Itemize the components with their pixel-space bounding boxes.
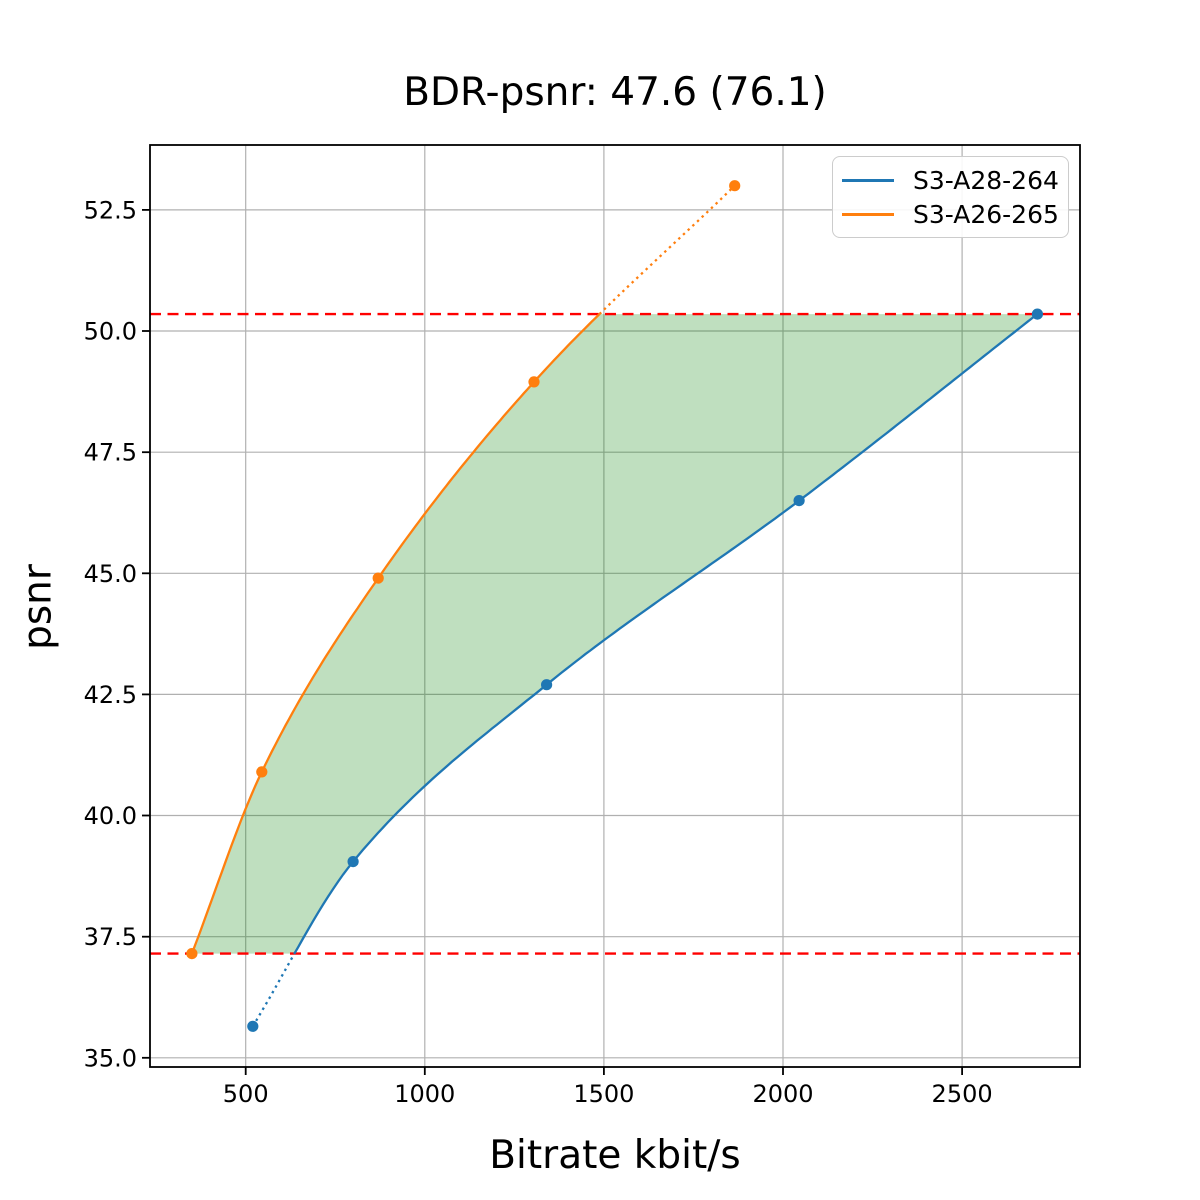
legend-item-s3-a26-265: S3-A26-265 [833, 197, 1068, 231]
chart-title: BDR-psnr: 47.6 (76.1) [403, 70, 827, 115]
svg-text:40.0: 40.0 [84, 802, 137, 830]
legend: S3-A28-264 S3-A26-265 [832, 156, 1069, 238]
svg-text:50.0: 50.0 [84, 318, 137, 346]
svg-text:500: 500 [223, 1080, 269, 1108]
svg-text:37.5: 37.5 [84, 923, 137, 951]
x-axis-label: Bitrate kbit/s [489, 1133, 741, 1178]
legend-line-sample-orange [842, 212, 894, 216]
y-axis-label: psnr [15, 564, 61, 650]
svg-text:45.0: 45.0 [84, 560, 137, 588]
svg-text:42.5: 42.5 [84, 681, 137, 709]
legend-line-sample-blue [842, 178, 894, 182]
svg-text:47.5: 47.5 [84, 439, 137, 467]
svg-text:35.0: 35.0 [84, 1044, 137, 1072]
svg-text:1000: 1000 [394, 1080, 455, 1108]
svg-text:2000: 2000 [752, 1080, 813, 1108]
legend-item-s3-a28-264: S3-A28-264 [833, 163, 1068, 197]
svg-text:1500: 1500 [573, 1080, 634, 1108]
svg-text:52.5: 52.5 [84, 196, 137, 224]
svg-text:2500: 2500 [932, 1080, 993, 1108]
legend-label: S3-A26-265 [913, 199, 1059, 229]
legend-label: S3-A28-264 [913, 165, 1059, 195]
